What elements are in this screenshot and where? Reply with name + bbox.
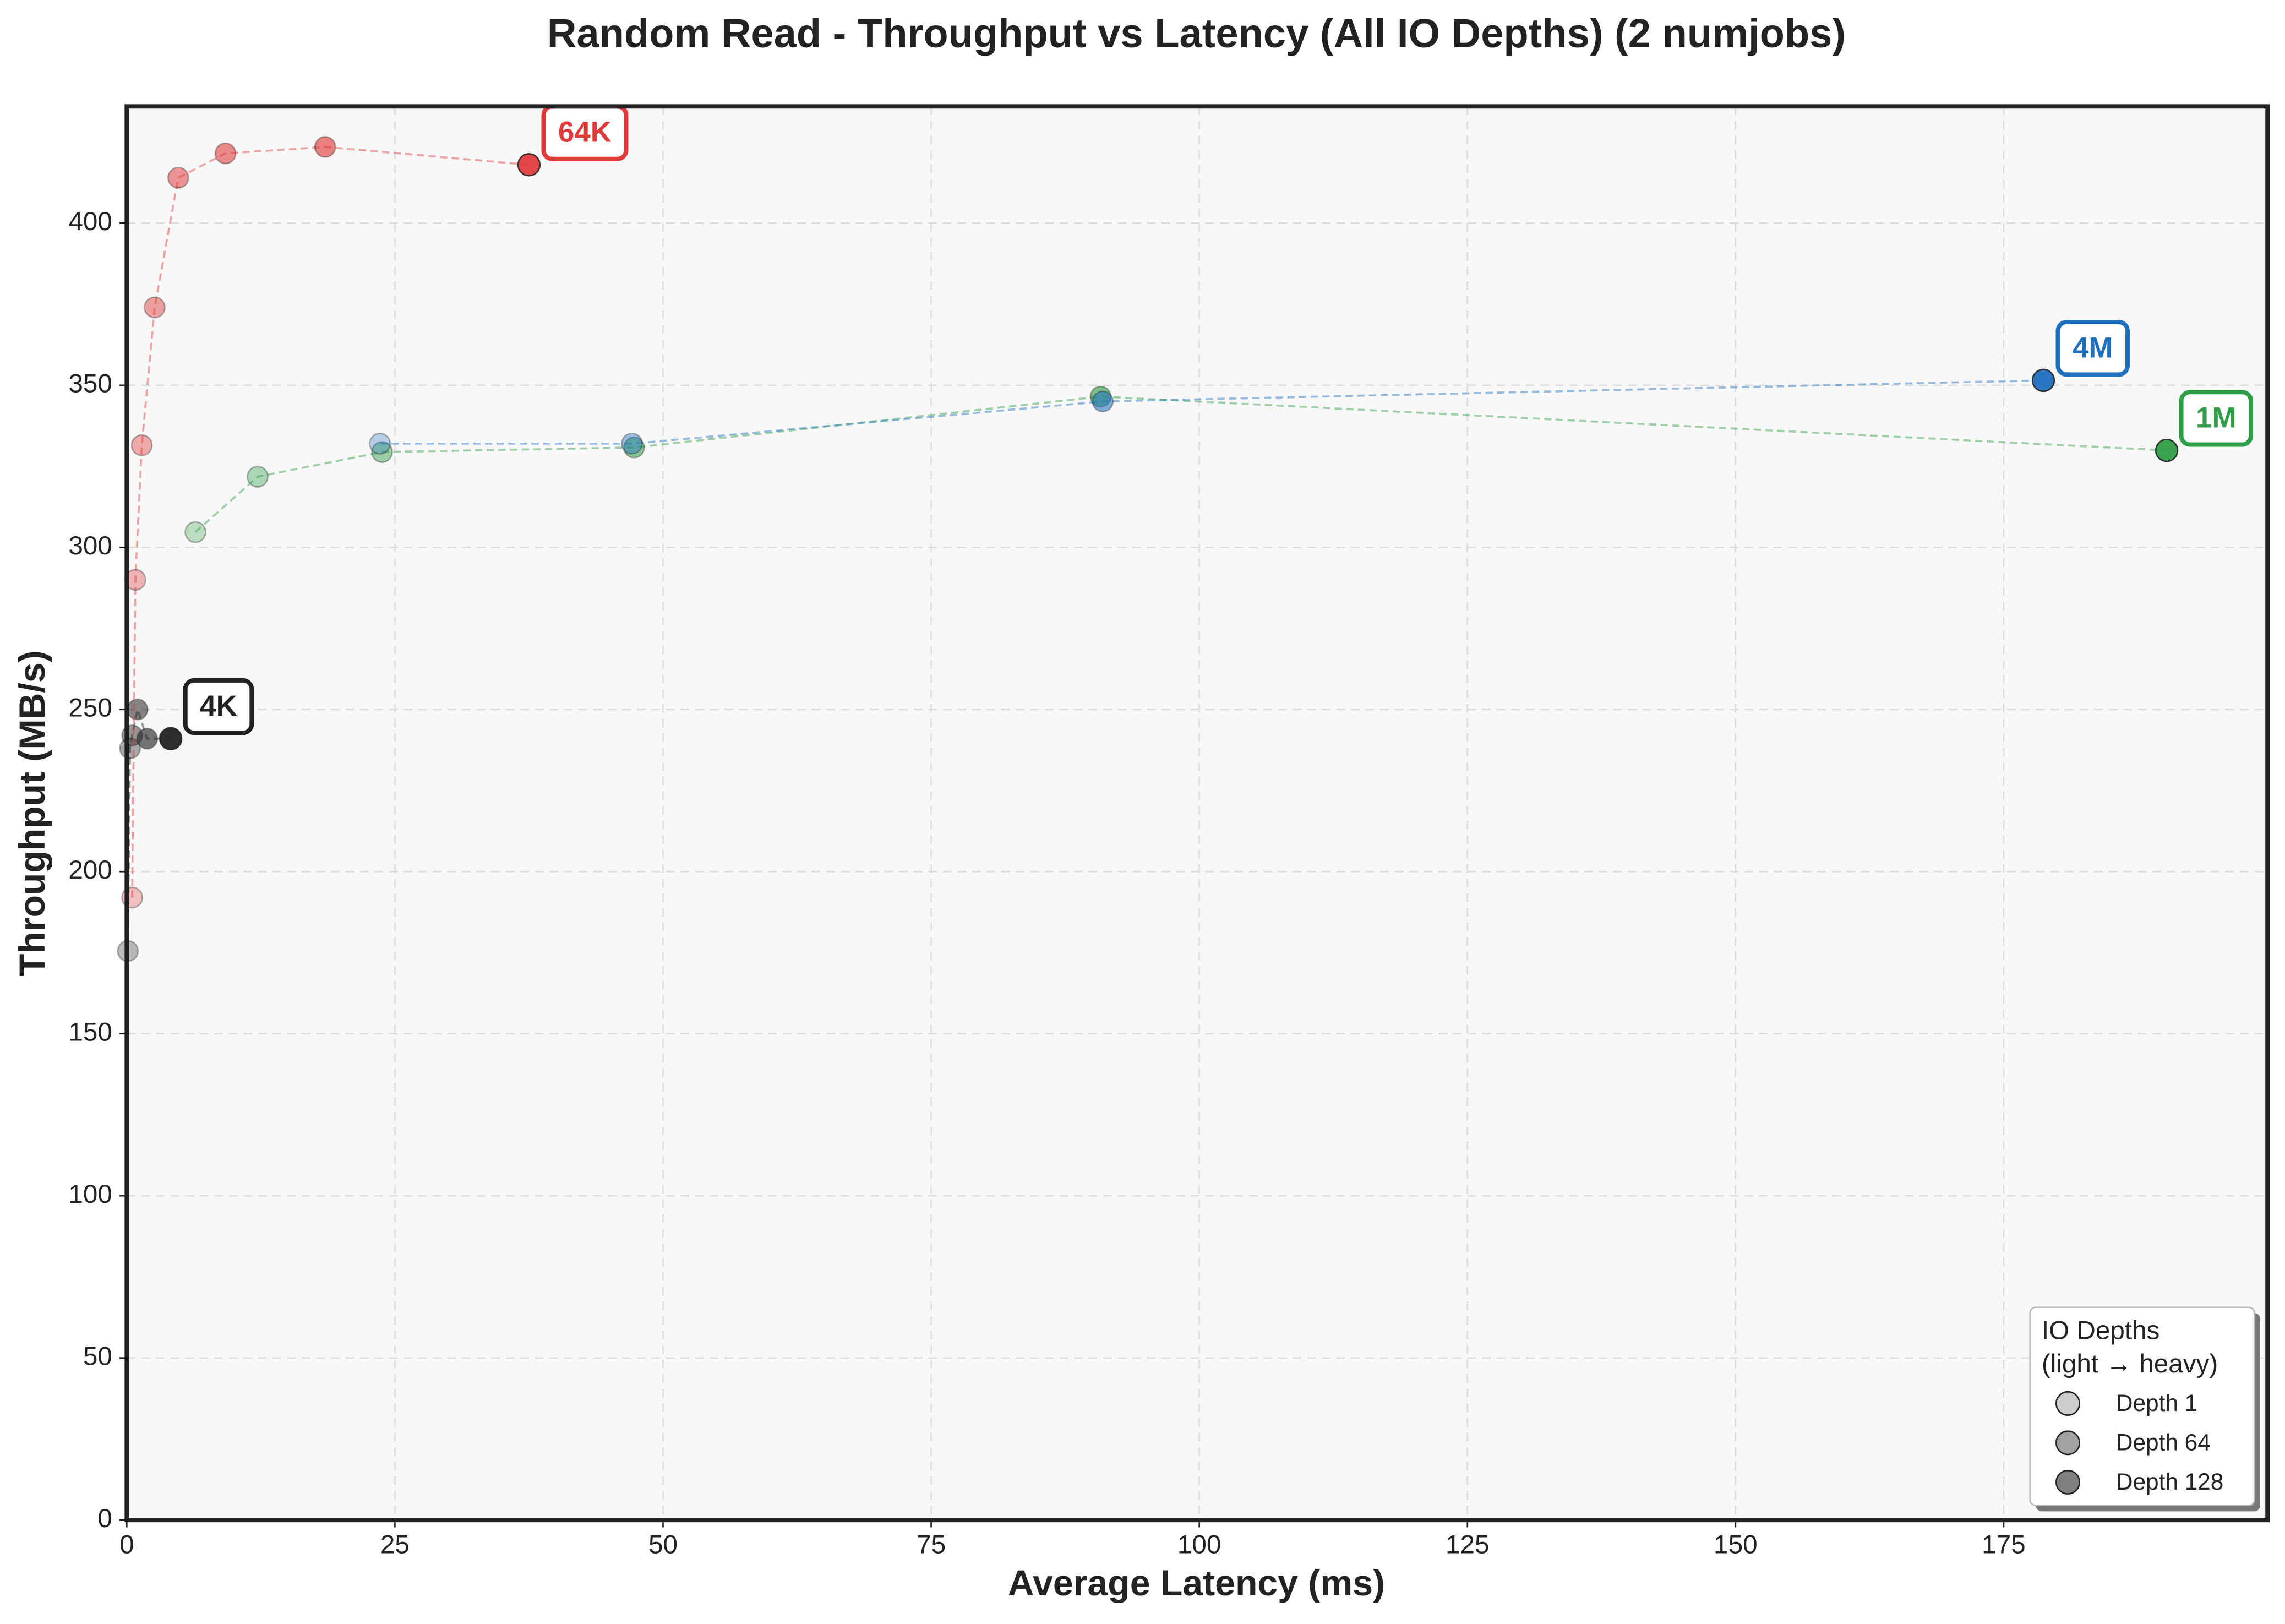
series-annotation: 1M bbox=[2179, 390, 2254, 447]
y-axis-label: Throughput (MB/s) bbox=[12, 650, 53, 976]
legend-marker bbox=[2055, 1469, 2081, 1495]
x-tick-label: 150 bbox=[1714, 1530, 1758, 1559]
series-line bbox=[380, 379, 2044, 445]
data-point bbox=[167, 167, 189, 189]
annotation-box bbox=[2179, 390, 2254, 447]
series-annotation: 4K bbox=[183, 678, 254, 735]
x-tick-label: 175 bbox=[1982, 1530, 2026, 1559]
y-tick-label: 150 bbox=[68, 1017, 112, 1047]
y-tick-label: 100 bbox=[68, 1180, 112, 1209]
legend-label: Depth 128 bbox=[2116, 1469, 2223, 1495]
data-point bbox=[517, 153, 541, 177]
y-tick-label: 0 bbox=[97, 1504, 112, 1533]
series-line bbox=[127, 705, 171, 951]
data-point bbox=[184, 521, 206, 543]
data-point bbox=[126, 698, 149, 721]
data-point bbox=[623, 437, 645, 459]
annotation-label: 4M bbox=[2073, 331, 2113, 364]
plot-frame bbox=[124, 104, 2270, 1523]
x-tick-label: 25 bbox=[380, 1530, 410, 1559]
chart-title: Random Read - Throughput vs Latency (All… bbox=[547, 10, 1846, 56]
data-point bbox=[371, 441, 393, 463]
x-tick-label: 75 bbox=[917, 1530, 946, 1559]
x-tick-label: 100 bbox=[1177, 1530, 1221, 1559]
series-line bbox=[194, 395, 2167, 533]
y-tick-label: 400 bbox=[68, 207, 112, 236]
legend-title: IO Depths bbox=[2042, 1316, 2159, 1345]
x-axis-label: Average Latency (ms) bbox=[1008, 1563, 1385, 1604]
series-annotation: 64K bbox=[541, 104, 629, 161]
x-tick-label: 0 bbox=[119, 1530, 134, 1559]
data-point bbox=[144, 296, 166, 319]
data-point bbox=[247, 466, 269, 488]
data-point bbox=[214, 142, 237, 165]
y-tick-label: 350 bbox=[68, 369, 112, 398]
series-line bbox=[131, 146, 530, 898]
y-tick-label: 300 bbox=[68, 531, 112, 560]
data-point bbox=[130, 434, 153, 456]
legend-box bbox=[2029, 1306, 2255, 1507]
legend-title: (light → heavy) bbox=[2042, 1349, 2218, 1378]
annotation-box bbox=[183, 678, 254, 735]
data-point bbox=[621, 432, 643, 455]
annotation-label: 4K bbox=[200, 690, 237, 722]
legend-label: Depth 64 bbox=[2116, 1430, 2211, 1456]
y-tick-label: 200 bbox=[68, 855, 112, 885]
data-point bbox=[2155, 439, 2179, 462]
data-point bbox=[314, 136, 336, 158]
y-tick-label: 50 bbox=[83, 1342, 112, 1371]
annotation-box bbox=[2055, 320, 2130, 377]
data-point bbox=[159, 727, 183, 750]
annotation-label: 1M bbox=[2196, 402, 2237, 434]
legend-marker bbox=[2055, 1430, 2081, 1456]
legend: IO Depths (light → heavy) Depth 1 Depth 64 D… bbox=[2029, 1306, 2260, 1512]
x-tick-label: 125 bbox=[1446, 1530, 1490, 1559]
data-point bbox=[136, 727, 159, 750]
annotation-label: 64K bbox=[558, 116, 612, 149]
plot-area bbox=[127, 106, 2268, 1521]
marks: 4K 64K 1M 4M bbox=[117, 104, 2254, 962]
legend-label: Depth 1 bbox=[2116, 1390, 2197, 1416]
y-tick-label: 250 bbox=[68, 693, 112, 722]
data-point bbox=[369, 432, 391, 455]
data-point bbox=[2031, 368, 2055, 393]
data-point bbox=[1092, 390, 1114, 413]
series-annotation: 4M bbox=[2055, 320, 2130, 377]
x-tick-label: 50 bbox=[648, 1530, 678, 1559]
legend-marker bbox=[2055, 1391, 2081, 1416]
